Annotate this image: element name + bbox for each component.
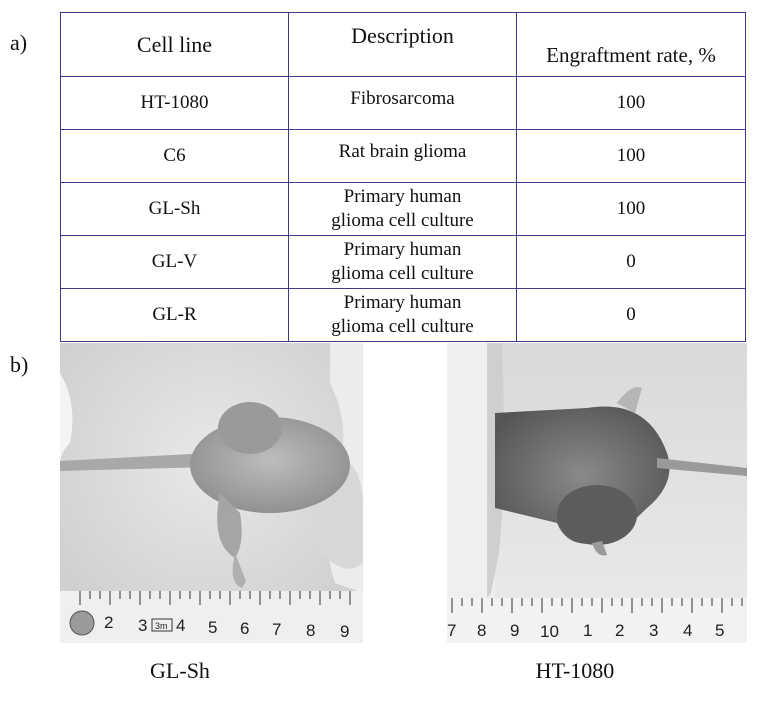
ruler-number: 7: [447, 621, 456, 640]
photo-ht-1080-mouse: 7 8 9 10 1 2 3 4 5: [447, 343, 747, 643]
ruler-number: 1: [583, 621, 592, 640]
ruler-number: 6: [240, 619, 249, 638]
description-value: Primary human glioma cell culture: [288, 288, 517, 342]
panel-label-b: b): [10, 352, 29, 377]
ruler-number: 10: [540, 622, 559, 641]
ruler-number: 4: [176, 616, 185, 635]
table-row: GL-Sh Primary human glioma cell culture …: [60, 182, 746, 236]
ruler-number: 8: [306, 621, 315, 640]
description-line: glioma cell culture: [331, 316, 474, 337]
description-line: Primary human: [343, 239, 462, 260]
rate-value: 0: [516, 235, 746, 289]
description-line: glioma cell culture: [331, 210, 474, 231]
ruler-number: 2: [615, 621, 624, 640]
description-value: Primary human glioma cell culture: [288, 182, 517, 236]
engraftment-table: Cell line Description Engraftment rate, …: [60, 12, 746, 342]
ruler-mark: 3m: [155, 621, 168, 631]
rate-value: 100: [516, 182, 746, 236]
table-row: GL-V Primary human glioma cell culture 0: [60, 235, 746, 289]
cell-line-value: C6: [60, 129, 289, 183]
ruler-number: 9: [510, 621, 519, 640]
ruler-number: 2: [104, 613, 113, 632]
header-description: Description: [288, 12, 517, 77]
description-line: Primary human: [343, 186, 462, 207]
panel-label-a: a): [10, 30, 28, 55]
caption-gl-sh: GL-Sh: [150, 658, 210, 683]
ruler-number: 3: [138, 616, 147, 635]
photo-gl-sh-mouse: 2 3 4 5 6 7 8 9 3m: [60, 343, 363, 643]
caption-ht-1080: HT-1080: [535, 658, 615, 683]
ruler-number: 8: [477, 621, 486, 640]
ruler-number: 9: [340, 622, 349, 641]
cell-line-value: HT-1080: [60, 76, 289, 130]
rate-value: 0: [516, 288, 746, 342]
ruler-number: 3: [649, 621, 658, 640]
cell-line-value: GL-Sh: [60, 182, 289, 236]
table-row: GL-R Primary human glioma cell culture 0: [60, 288, 746, 342]
cell-line-value: GL-R: [60, 288, 289, 342]
ruler-number: 4: [683, 621, 692, 640]
description-value: Primary human glioma cell culture: [288, 235, 517, 289]
description-line: Primary human: [343, 292, 462, 313]
header-cell-line: Cell line: [60, 12, 289, 77]
rate-value: 100: [516, 129, 746, 183]
table-row: HT-1080 Fibrosarcoma 100: [60, 76, 746, 130]
description-value: Rat brain glioma: [288, 129, 517, 183]
ruler-number: 5: [208, 618, 217, 637]
table-header-row: Cell line Description Engraftment rate, …: [60, 12, 746, 77]
description-value: Fibrosarcoma: [288, 76, 517, 130]
cell-line-value: GL-V: [60, 235, 289, 289]
ruler-number: 5: [715, 621, 724, 640]
rate-value: 100: [516, 76, 746, 130]
table-row: C6 Rat brain glioma 100: [60, 129, 746, 183]
ruler-number: 7: [272, 620, 281, 639]
description-line: glioma cell culture: [331, 263, 474, 284]
header-engraftment-rate: Engraftment rate, %: [516, 12, 746, 77]
